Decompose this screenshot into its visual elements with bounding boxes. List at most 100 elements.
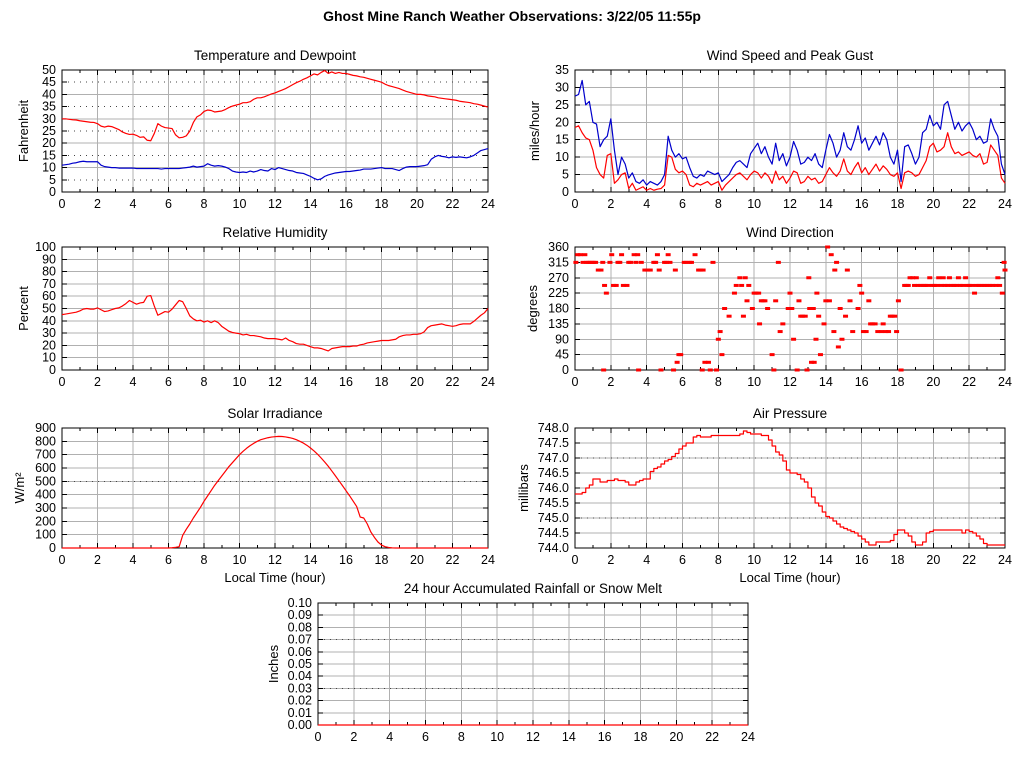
solar-irradiance-ylabel: W/m² <box>12 472 27 504</box>
wind-direction-marker <box>811 360 817 364</box>
solar-irradiance-ytick-label: 800 <box>35 434 56 448</box>
wind-direction-marker <box>794 368 800 372</box>
temperature-dewpoint-ytick-label: 15 <box>42 148 56 162</box>
wind-direction-marker <box>860 330 866 334</box>
air-pressure-xtick-label: 10 <box>747 553 761 567</box>
wind-direction-marker <box>966 283 972 287</box>
relative-humidity-xtick-label: 22 <box>446 375 460 389</box>
rainfall-xtick-label: 0 <box>315 730 322 744</box>
wind-direction-marker <box>603 291 609 295</box>
wind-direction-marker <box>960 283 966 287</box>
wind-direction-marker <box>823 299 829 303</box>
wind-direction-marker <box>945 283 951 287</box>
wind-direction-marker <box>633 260 639 264</box>
rainfall-title: 24 hour Accumulated Rainfall or Snow Mel… <box>404 581 662 596</box>
wind-direction-xtick-label: 10 <box>747 375 761 389</box>
wind-direction-marker <box>889 314 895 318</box>
wind-direction-marker <box>839 337 845 341</box>
solar-irradiance-ytick-label: 600 <box>35 461 56 475</box>
wind-direction-marker <box>894 330 900 334</box>
wind-direction-marker <box>665 253 671 257</box>
wind-direction-marker <box>757 322 763 326</box>
wind-direction-marker <box>806 276 812 280</box>
air-pressure-xtick-label: 4 <box>643 553 650 567</box>
relative-humidity-ytick-label: 30 <box>42 326 56 340</box>
rainfall-xtick-label: 22 <box>705 730 719 744</box>
solar-irradiance-xtick-label: 0 <box>59 553 66 567</box>
solar-irradiance-xtick-label: 18 <box>375 553 389 567</box>
temperature-dewpoint-ytick-label: 25 <box>42 124 56 138</box>
wind-direction-marker <box>972 291 978 295</box>
wind-direction-marker <box>636 368 642 372</box>
wind-direction-marker <box>948 283 954 287</box>
wind-direction-marker <box>987 283 993 287</box>
wind-direction-xtick-label: 6 <box>679 375 686 389</box>
wind-direction-marker <box>955 276 961 280</box>
wind-direction-marker <box>653 260 659 264</box>
wind-speed-gust-ytick-label: 10 <box>555 150 569 164</box>
wind-direction-marker <box>710 260 716 264</box>
solar-irradiance-xtick-label: 2 <box>94 553 101 567</box>
air-pressure-xtick-label: 0 <box>572 553 579 567</box>
wind-direction-marker <box>722 307 728 310</box>
temperature-dewpoint-ytick-label: 50 <box>42 63 56 77</box>
wind-direction-marker <box>892 314 898 318</box>
wind-speed-gust-chart: 0 2 4 6 8 10 12 14 16 18 20 22 2405101520253035Wind … <box>527 48 1012 211</box>
wind-direction-marker <box>791 337 797 341</box>
wind-direction-marker <box>744 299 750 303</box>
temperature-dewpoint-ytick-label: 40 <box>42 87 56 101</box>
wind-direction-marker <box>715 337 721 341</box>
wind-speed-gust-xtick-label: 18 <box>891 197 905 211</box>
air-pressure-xtick-label: 20 <box>926 553 940 567</box>
wind-direction-marker <box>789 307 795 310</box>
temperature-dewpoint-ylabel: Fahrenheit <box>16 100 31 163</box>
wind-direction-marker <box>837 307 843 310</box>
wind-direction-marker <box>607 260 613 264</box>
wind-speed-gust-xtick-label: 20 <box>926 197 940 211</box>
wind-direction-marker <box>733 283 739 287</box>
temperature-dewpoint-title: Temperature and Dewpoint <box>194 48 356 63</box>
wind-direction-marker <box>654 253 660 257</box>
wind-direction-marker <box>624 283 630 287</box>
solar-irradiance-ytick-label: 300 <box>35 501 56 515</box>
air-pressure-chart: 0 2 4 6 8 10 12 14 16 18 20 22 24744.0744.5745.0745.… <box>516 406 1012 585</box>
wind-direction-marker <box>672 268 678 272</box>
air-pressure-ytick-label: 744.5 <box>538 526 569 540</box>
wind-direction-marker <box>804 368 810 372</box>
wind-direction-marker <box>847 299 853 303</box>
solar-irradiance-xtick-label: 14 <box>304 553 318 567</box>
relative-humidity-xtick-label: 2 <box>94 375 101 389</box>
relative-humidity-ytick-label: 100 <box>35 240 56 254</box>
air-pressure-xtick-label: 22 <box>962 553 976 567</box>
relative-humidity-xtick-label: 6 <box>165 375 172 389</box>
temperature-dewpoint-ytick-label: 30 <box>42 112 56 126</box>
wind-direction-marker <box>647 268 653 272</box>
relative-humidity-xtick-label: 12 <box>268 375 282 389</box>
wind-direction-marker <box>593 260 599 264</box>
wind-direction-marker <box>699 368 705 372</box>
relative-humidity-ytick-label: 50 <box>42 302 56 316</box>
rainfall-xtick-label: 24 <box>741 730 755 744</box>
rainfall-ytick-label: 0.10 <box>288 596 312 610</box>
air-pressure-ytick-label: 746.0 <box>538 481 569 495</box>
wind-direction-marker <box>814 291 820 295</box>
rainfall-xtick-label: 12 <box>526 730 540 744</box>
wind-direction-marker <box>843 314 849 318</box>
relative-humidity-xtick-label: 4 <box>130 375 137 389</box>
wind-direction-marker <box>999 291 1005 295</box>
temperature-dewpoint-ytick-label: 35 <box>42 100 56 114</box>
solar-irradiance-xtick-label: 12 <box>268 553 282 567</box>
wind-direction-marker <box>989 283 995 287</box>
wind-direction-marker <box>671 368 677 372</box>
wind-direction-marker <box>915 283 921 287</box>
rainfall-xtick-label: 4 <box>386 730 393 744</box>
wind-direction-marker <box>942 283 948 287</box>
wind-direction-marker <box>756 291 762 295</box>
wind-direction-marker <box>866 299 872 303</box>
wind-direction-xtick-label: 16 <box>855 375 869 389</box>
wind-direction-marker <box>595 268 601 272</box>
wind-direction-marker <box>688 260 694 264</box>
wind-speed-gust-xtick-label: 24 <box>998 197 1012 211</box>
wind-direction-marker <box>656 268 662 272</box>
